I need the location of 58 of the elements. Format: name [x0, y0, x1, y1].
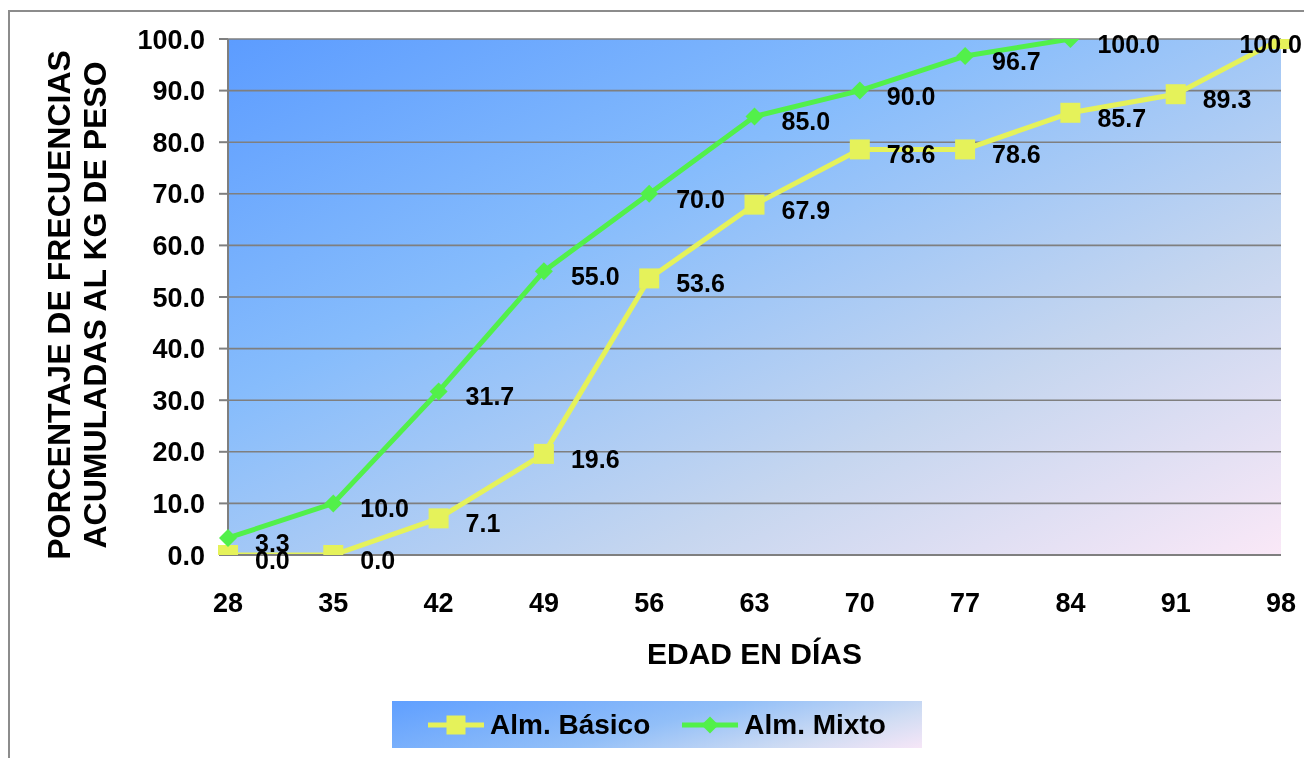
- point: [429, 382, 448, 401]
- x-tick-label: 98: [1265, 588, 1297, 619]
- point: [534, 262, 553, 281]
- point: [849, 139, 870, 160]
- data-label: 78.6: [992, 140, 1041, 169]
- point: [324, 494, 343, 513]
- x-tick-label: 28: [212, 588, 244, 619]
- data-label: 19.6: [570, 444, 620, 473]
- y-tick-label: 90.0: [152, 76, 205, 107]
- data-label: 31.7: [465, 382, 515, 411]
- data-label: 53.6: [676, 269, 725, 298]
- point: [219, 528, 237, 547]
- point: [533, 443, 554, 464]
- y-tick-label: 40.0: [152, 334, 205, 365]
- y-tick-label: 20.0: [152, 437, 205, 468]
- point: [640, 184, 659, 203]
- point: [956, 47, 975, 66]
- y-tick-label: 10.0: [152, 488, 205, 519]
- x-tick-label: 91: [1160, 588, 1191, 619]
- point: [955, 139, 976, 160]
- data-label: 96.7: [992, 47, 1041, 76]
- data-label: 70.0: [676, 184, 725, 213]
- x-tick-label: 70: [844, 588, 875, 619]
- data-label: 0.0: [360, 546, 396, 574]
- x-tick-label: 35: [318, 588, 349, 619]
- data-label: 85.7: [1097, 103, 1147, 132]
- data-label: 100.0: [1097, 30, 1160, 58]
- point: [745, 107, 764, 126]
- y-tick-label: 80.0: [152, 127, 205, 158]
- data-label: 89.3: [1202, 85, 1252, 114]
- y-axis-title: PORCENTAJE DE FRECUENCIAS ACUMULADAS AL KG DE PESO: [40, 50, 113, 560]
- data-label: 85.0: [781, 107, 831, 136]
- point: [850, 81, 869, 100]
- x-tick-label: 42: [423, 588, 454, 619]
- x-tick-label: 49: [528, 588, 559, 619]
- x-axis-title: EDAD EN DÍAS: [646, 637, 863, 670]
- y-tick-label: 50.0: [152, 282, 205, 313]
- data-label: 55.0: [570, 262, 620, 291]
- point: [639, 268, 660, 289]
- data-label: 67.9: [781, 195, 831, 224]
- x-tick-label: 84: [1055, 588, 1086, 619]
- point: [428, 508, 449, 529]
- y-tick-label: 100.0: [137, 24, 205, 55]
- y-tick-label: 30.0: [152, 385, 205, 416]
- legend-label: Alm. Mixto: [744, 708, 886, 741]
- x-tick-label: 63: [739, 588, 770, 619]
- point: [1165, 84, 1186, 105]
- x-tick-label: 77: [950, 588, 981, 619]
- y-tick-label: 70.0: [152, 179, 205, 210]
- x-tick-label: 56: [634, 588, 665, 619]
- point: [1060, 102, 1081, 123]
- data-label: 10.0: [360, 494, 409, 523]
- point: [744, 194, 765, 215]
- y-tick-label: 60.0: [152, 230, 205, 261]
- y-tick-label: 0.0: [167, 540, 205, 571]
- legend-label: Alm. Básico: [490, 708, 651, 741]
- data-label: 7.1: [465, 509, 501, 538]
- data-label: 90.0: [886, 81, 936, 110]
